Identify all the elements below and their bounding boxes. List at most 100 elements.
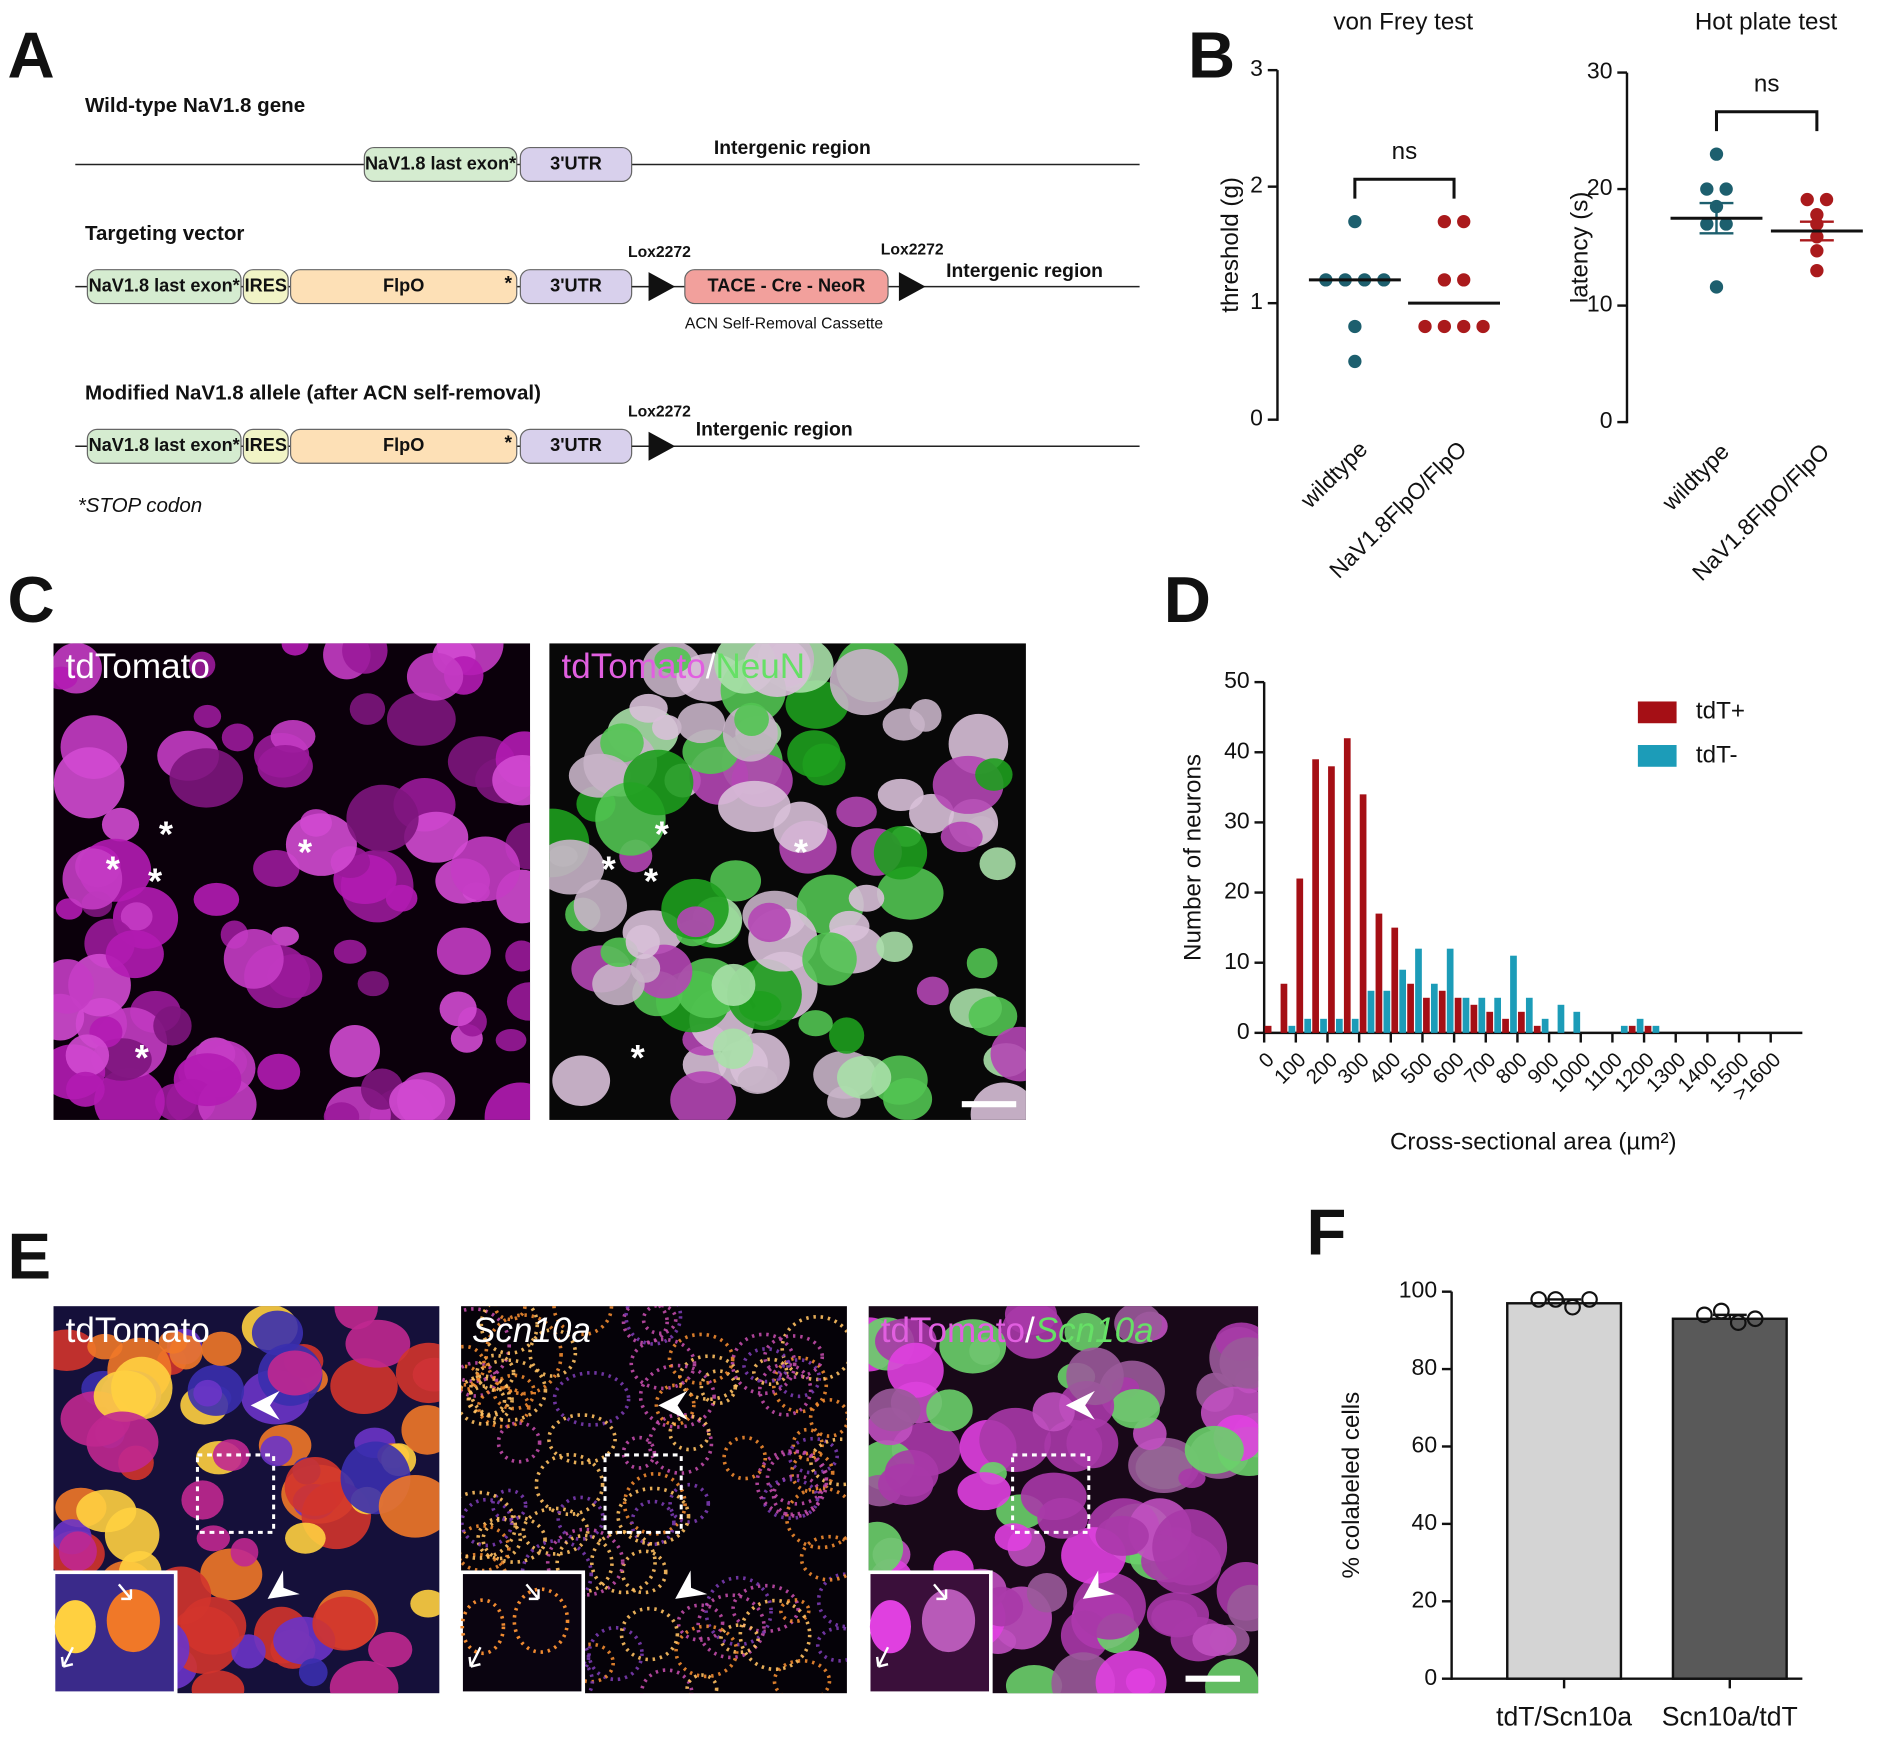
- arrow: [875, 1646, 890, 1668]
- cell: [616, 1486, 691, 1546]
- cell: [1004, 1306, 1057, 1335]
- cell: [58, 1531, 97, 1572]
- histogram-bar: [1557, 1004, 1565, 1033]
- cell: [496, 1421, 542, 1464]
- cell: [743, 643, 811, 697]
- data-point: [1819, 192, 1834, 207]
- cell: [193, 882, 240, 916]
- x-tick-label: Scn10a/tdT: [1662, 1702, 1798, 1732]
- image-label-part: tdTomato: [561, 647, 705, 686]
- y-tick-label: 100: [1399, 1277, 1437, 1303]
- cell: [389, 1079, 446, 1120]
- cell: [668, 1414, 711, 1452]
- y-tick-label: 20: [1412, 1586, 1438, 1612]
- cell: [573, 879, 627, 932]
- cell: [270, 720, 316, 753]
- cell: [94, 1068, 165, 1120]
- data-point: [1709, 280, 1724, 294]
- exon: [86, 428, 242, 464]
- cell: [547, 1413, 617, 1465]
- cell: [600, 723, 644, 763]
- cell: [647, 1412, 714, 1475]
- cell: [368, 1631, 413, 1668]
- cell: [461, 1344, 487, 1387]
- cell: [181, 1480, 224, 1520]
- asterisk: *: [631, 1037, 646, 1078]
- lox-label: Lox2272: [628, 404, 691, 421]
- panel-label: A: [8, 19, 55, 92]
- cell: [829, 649, 899, 716]
- histogram-bar: [1510, 955, 1517, 1033]
- arrowhead: [1065, 1390, 1095, 1420]
- y-tick-label: 30: [1224, 807, 1250, 833]
- y-tick-label: 60: [1412, 1432, 1438, 1458]
- y-tick-label: 40: [1224, 737, 1250, 763]
- cell: [1020, 1472, 1087, 1521]
- cell: [916, 976, 949, 1006]
- histogram-bar: [1636, 1018, 1644, 1033]
- histogram-bar: [1320, 1018, 1327, 1033]
- cell: [556, 1495, 605, 1541]
- cell: [298, 1658, 328, 1687]
- cell: [221, 723, 254, 752]
- cell: [545, 1527, 625, 1597]
- data-point: [1564, 1298, 1581, 1316]
- cell: [65, 1034, 110, 1077]
- flpo: [289, 269, 518, 305]
- histogram-bar: [1280, 983, 1288, 1033]
- cell: [475, 1353, 516, 1393]
- y-tick-label: 1: [1250, 288, 1263, 314]
- cell: [1192, 1623, 1237, 1657]
- arrowhead: [658, 1390, 688, 1420]
- exon: [86, 269, 242, 305]
- inset-cell: [512, 1587, 570, 1654]
- region-label: Intergenic region: [946, 260, 1103, 282]
- cell: [809, 1437, 847, 1487]
- cell: [450, 836, 521, 902]
- arrow: [117, 1583, 133, 1601]
- significance-bracket: [1714, 110, 1819, 132]
- legend-label: tdT+: [1696, 698, 1745, 725]
- data-point: [1700, 217, 1714, 231]
- cell: [378, 1474, 440, 1538]
- utr: [519, 146, 633, 183]
- inset-cell: [869, 1600, 912, 1654]
- asterisk: *: [106, 849, 121, 890]
- x-axis-label: Cross-sectional area (µm²): [1390, 1128, 1677, 1155]
- cell: [552, 1306, 614, 1337]
- cell: [461, 1364, 481, 1392]
- asterisk: *: [298, 832, 313, 873]
- cell: [330, 1358, 398, 1415]
- cell: [436, 927, 491, 975]
- legend-swatch: [1637, 745, 1677, 767]
- panel-label: E: [8, 1220, 52, 1293]
- cell: [990, 1026, 1026, 1082]
- y-tick-label: 20: [1587, 174, 1613, 200]
- data-point: [1457, 214, 1471, 229]
- cell: [484, 1082, 531, 1120]
- cell: [622, 1471, 687, 1536]
- histogram-bar: [1470, 1004, 1478, 1033]
- cell: [86, 1411, 159, 1473]
- cell: [1114, 1306, 1162, 1344]
- cell: [349, 693, 386, 725]
- cell: [53, 747, 125, 819]
- cell: [196, 1525, 231, 1552]
- cell: [629, 1337, 697, 1391]
- cell: [1151, 1600, 1198, 1636]
- data-point: [1709, 147, 1724, 161]
- cell: [1032, 1392, 1075, 1432]
- histogram-bar: [1628, 1025, 1636, 1033]
- image-label-part: tdTomato: [881, 1311, 1025, 1350]
- cell: [731, 1583, 800, 1634]
- cell: [829, 1017, 865, 1054]
- image-label-part: Scn10a: [472, 1311, 591, 1350]
- cell: [696, 1593, 766, 1660]
- cell: [549, 839, 605, 895]
- cell: [940, 821, 983, 853]
- cell: [281, 643, 309, 656]
- image-label: tdTomato/NeuN: [561, 647, 805, 686]
- cell: [722, 1435, 768, 1481]
- cell: [105, 930, 164, 979]
